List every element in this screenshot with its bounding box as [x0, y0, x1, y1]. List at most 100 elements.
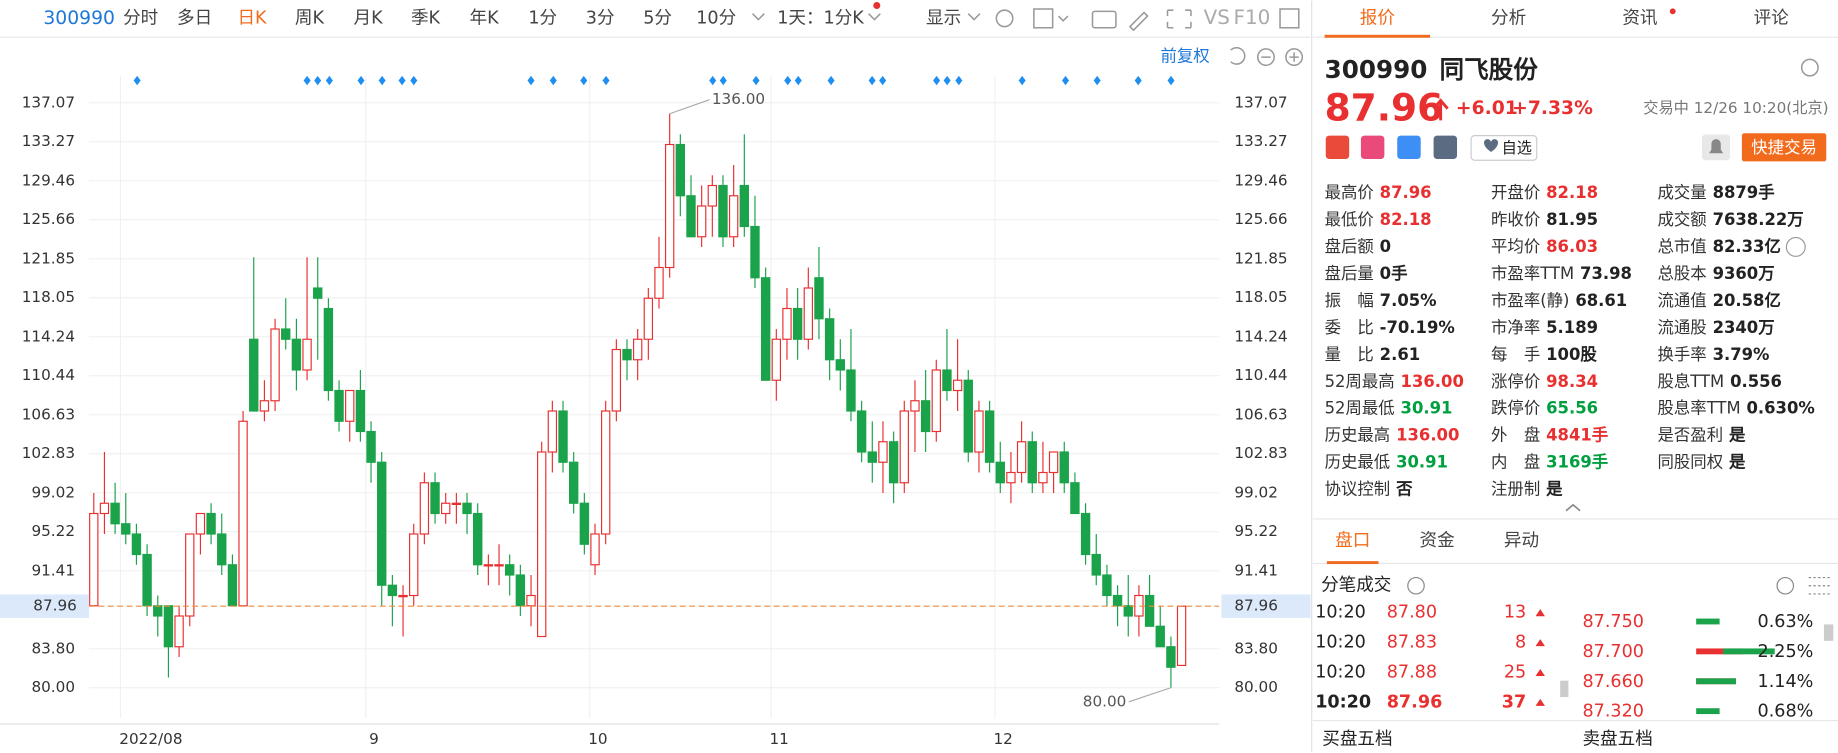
period-tab[interactable]: 周K	[295, 8, 325, 28]
event-marker[interactable]	[709, 75, 717, 86]
event-marker[interactable]	[955, 75, 963, 86]
stat-value: 2340万	[1713, 317, 1775, 336]
panel-tab[interactable]: 评论	[1754, 8, 1790, 28]
period-tab[interactable]: 季K	[411, 8, 441, 28]
trade-price: 87.96	[1387, 692, 1443, 712]
event-marker[interactable]	[794, 75, 802, 86]
adjust-label[interactable]: 前复权	[1160, 47, 1209, 66]
badge-icon[interactable]	[1325, 135, 1350, 160]
collapse-chevron[interactable]	[1565, 503, 1581, 512]
more-icon[interactable]	[1776, 576, 1795, 595]
badge-icon[interactable]	[1433, 135, 1458, 160]
sub-tab[interactable]: 资金	[1420, 531, 1456, 551]
event-marker[interactable]	[580, 75, 588, 86]
trade-time: 10:20	[1315, 603, 1366, 623]
stat-value: 7638.22万	[1713, 210, 1804, 229]
event-marker[interactable]	[1093, 75, 1101, 86]
candle-body	[846, 369, 856, 412]
dropdown[interactable]	[1057, 15, 1069, 22]
settings-icon[interactable]	[995, 9, 1014, 28]
period-tab[interactable]: 分时	[123, 8, 158, 28]
event-marker[interactable]	[357, 75, 365, 86]
stat: 换手率 3.79%	[1657, 344, 1769, 363]
stat-label: 历史最高	[1325, 425, 1391, 444]
y-tick-label-right: 95.22	[1234, 522, 1278, 540]
panel-tab[interactable]: 分析	[1491, 8, 1526, 28]
event-marker[interactable]	[933, 75, 941, 86]
event-marker[interactable]	[784, 75, 792, 86]
zoom-in[interactable]	[1285, 48, 1304, 67]
period-tab[interactable]: 5分	[643, 8, 672, 28]
sub-tab[interactable]: 盘口	[1335, 531, 1370, 551]
event-marker[interactable]	[1134, 75, 1142, 86]
period-tab[interactable]: 显示	[926, 8, 961, 28]
candle-body	[760, 277, 771, 381]
period-tab[interactable]: 多日	[177, 8, 212, 28]
tool[interactable]: VS	[1204, 6, 1230, 29]
event-marker[interactable]	[879, 75, 887, 86]
event-marker[interactable]	[378, 75, 386, 86]
pen-icon[interactable]	[1128, 11, 1149, 32]
period-tab[interactable]: 月K	[354, 8, 384, 28]
event-marker[interactable]	[549, 75, 557, 86]
event-marker[interactable]	[314, 75, 322, 86]
panel-tab[interactable]: 资讯	[1622, 8, 1658, 28]
undo-icon[interactable]	[1230, 46, 1246, 65]
level-bar-buy	[1723, 648, 1775, 655]
event-marker[interactable]	[752, 75, 760, 86]
period-tab[interactable]: 3分	[586, 8, 615, 28]
candle-body	[707, 184, 718, 207]
stat: 市盈率(静) 68.61	[1491, 290, 1627, 309]
zoom-out[interactable]	[1257, 48, 1275, 67]
period-tab[interactable]: 日K	[237, 8, 267, 28]
event-marker[interactable]	[1167, 75, 1175, 86]
event-marker[interactable]	[1018, 75, 1026, 86]
event-marker[interactable]	[527, 75, 535, 86]
y-tick-label-right: 137.07	[1234, 93, 1287, 111]
candle-body	[942, 369, 952, 392]
dropdown[interactable]	[967, 13, 981, 21]
y-tick-label: 125.66	[22, 210, 75, 228]
info-icon[interactable]	[1407, 576, 1425, 595]
event-marker[interactable]	[827, 75, 835, 86]
candle-body	[952, 379, 963, 392]
event-marker[interactable]	[325, 75, 333, 86]
event-marker[interactable]	[602, 75, 610, 86]
panel-icon[interactable]	[1279, 8, 1300, 29]
y-tick-label-right: 106.63	[1234, 405, 1287, 423]
period-tab[interactable]: 年K	[470, 8, 500, 28]
period-tab[interactable]: 10分	[696, 8, 736, 28]
badge-icon[interactable]	[1397, 135, 1421, 160]
event-marker[interactable]	[133, 75, 141, 86]
list-icon[interactable]	[1808, 576, 1830, 595]
stat: 52周最低 30.91	[1325, 398, 1453, 417]
period-tab[interactable]: 1天：1分K	[777, 8, 864, 28]
stat-label: 量 比	[1325, 344, 1374, 363]
period-tab[interactable]: 1分	[528, 8, 557, 28]
stat: 总股本 9360万	[1657, 263, 1774, 282]
stat-label: 最高价	[1325, 183, 1374, 202]
event-marker[interactable]	[398, 75, 406, 86]
event-marker[interactable]	[303, 75, 311, 86]
box-icon[interactable]	[1033, 8, 1054, 29]
more-icon[interactable]	[1785, 237, 1806, 257]
level-pct: 0.63%	[1758, 612, 1814, 632]
candle-body	[355, 389, 366, 433]
settings-icon[interactable]	[1800, 58, 1819, 77]
sub-tab[interactable]: 异动	[1504, 531, 1539, 551]
event-marker[interactable]	[1062, 75, 1070, 86]
dropdown[interactable]	[868, 13, 881, 21]
camera-icon[interactable]	[1091, 10, 1117, 29]
panel-tab[interactable]: 报价	[1360, 8, 1396, 28]
dropdown[interactable]	[752, 13, 765, 21]
event-marker[interactable]	[719, 75, 727, 86]
trade-button[interactable]	[1741, 133, 1827, 162]
fullscreen-icon[interactable]	[1166, 9, 1192, 29]
stat-value: 4841手	[1546, 425, 1608, 444]
event-marker[interactable]	[868, 75, 876, 86]
event-marker[interactable]	[943, 75, 951, 86]
event-marker[interactable]	[410, 75, 418, 86]
tool[interactable]: F10	[1234, 6, 1271, 29]
badge-icon[interactable]	[1360, 135, 1385, 160]
candle-body	[547, 410, 558, 453]
